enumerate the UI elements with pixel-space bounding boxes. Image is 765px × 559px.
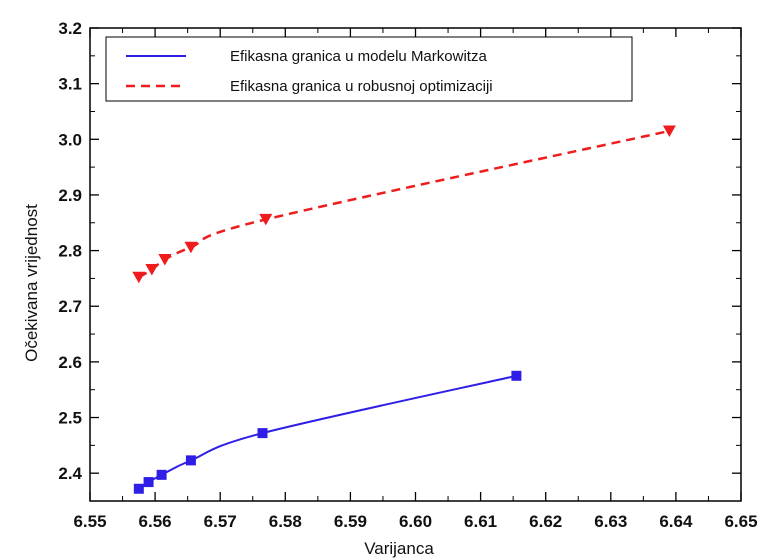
data-point-triangle [184, 241, 198, 254]
y-tick-label: 3.2 [58, 19, 82, 38]
x-tick-label: 6.59 [334, 512, 367, 531]
data-point-square [257, 428, 268, 439]
data-point-triangle [145, 264, 159, 276]
x-tick-label: 6.61 [464, 512, 497, 531]
x-tick-label: 6.65 [724, 512, 757, 531]
data-point-square [156, 469, 167, 480]
data-point-square [133, 483, 144, 494]
x-axis-title: Varijanca [364, 539, 434, 558]
data-point-triangle [132, 271, 146, 284]
y-axis-ticks: 2.4 2.5 2.6 2.7 2.8 2.9 3.0 3.1 3.2 [58, 19, 741, 502]
data-point-square [185, 455, 196, 466]
legend-label-markowitz: Efikasna granica u modelu Markowitza [230, 48, 487, 65]
x-tick-label: 6.56 [139, 512, 172, 531]
data-point-square [143, 477, 154, 488]
legend-box [105, 36, 633, 102]
x-tick-label: 6.57 [204, 512, 237, 531]
data-point-triangle [158, 253, 172, 266]
y-axis-title: Očekivana vrijednost [22, 204, 41, 362]
data-point-square [511, 370, 522, 381]
y-tick-label: 3.1 [58, 75, 82, 94]
x-tick-label: 6.55 [73, 512, 106, 531]
y-tick-label: 3.0 [58, 130, 82, 149]
y-tick-label: 2.4 [58, 464, 82, 483]
y-tick-label: 2.7 [58, 297, 82, 316]
y-tick-label: 2.5 [58, 409, 82, 428]
x-tick-label: 6.63 [594, 512, 627, 531]
x-tick-label: 6.60 [399, 512, 432, 531]
x-tick-label: 6.64 [659, 512, 693, 531]
x-tick-label: 6.58 [269, 512, 302, 531]
legend: Efikasna granica u modelu Markowitza Efi… [105, 36, 633, 102]
data-point-triangle [662, 125, 676, 137]
legend-label-robust: Efikasna granica u robusnoj optimizaciji [230, 78, 493, 95]
y-tick-label: 2.8 [58, 242, 82, 261]
x-axis-ticks: 6.55 6.56 6.57 6.58 6.59 6.60 6.61 6.62 6.63 6.64… [73, 28, 758, 531]
series-layer [132, 125, 676, 494]
y-tick-label: 2.6 [58, 353, 82, 372]
y-tick-label: 2.9 [58, 186, 82, 205]
plot-area [89, 27, 742, 502]
x-tick-label: 6.62 [529, 512, 562, 531]
data-point-triangle [259, 213, 273, 226]
